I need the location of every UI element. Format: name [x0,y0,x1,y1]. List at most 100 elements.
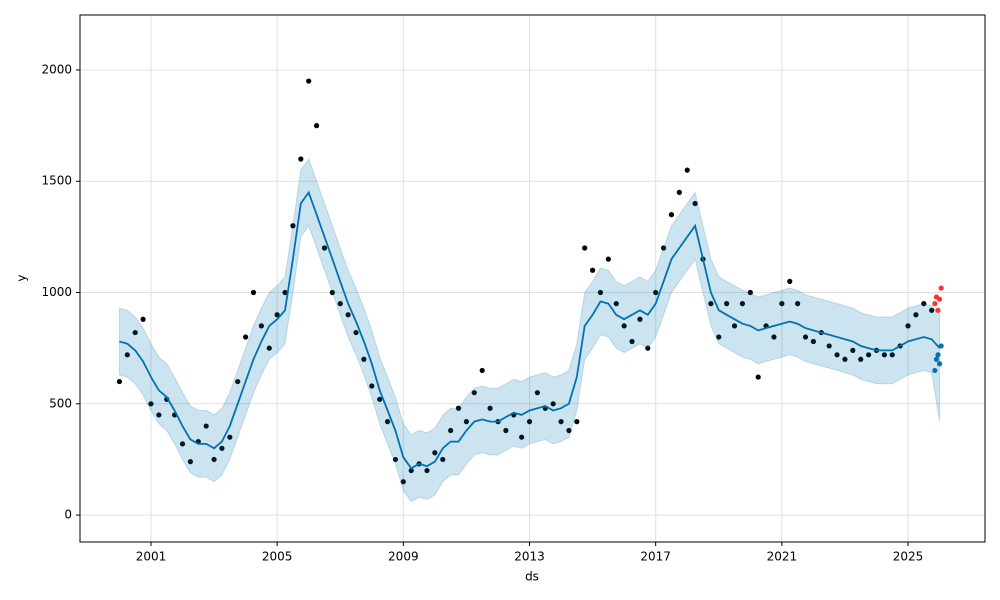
plot-frame [79,14,986,543]
uncertainty-band [118,157,941,503]
data-point [905,323,911,329]
data-point [842,356,848,362]
data-point [913,312,919,318]
data-point [116,378,123,385]
data-point [582,245,588,251]
data-point [629,338,635,345]
data-point [936,361,943,367]
x-tick-label: 2013 [514,550,545,564]
y-tick-label: 1000 [41,285,72,299]
data-point [432,450,438,456]
x-tick-label: 2021 [767,550,798,564]
data-point [810,338,817,345]
data-point [282,289,288,296]
x-tick-label: 2005 [262,550,293,564]
data-point [290,223,296,229]
x-tick-label: 2001 [136,550,167,564]
data-point [938,343,944,349]
y-tick-label: 500 [49,396,72,410]
data-point [132,329,138,336]
data-point [211,456,217,463]
data-point [921,301,927,307]
data-point [534,390,540,396]
data-point [779,301,785,307]
data-point [645,345,651,351]
data-point [298,156,304,162]
data-point [747,289,753,296]
data-point [566,427,572,434]
data-point [692,200,698,207]
y-tick-label: 2000 [41,62,72,76]
data-point [802,334,809,340]
y-tick-label: 1500 [41,174,72,188]
data-point [179,441,186,447]
data-point [605,256,611,262]
data-point [938,285,944,291]
data-point [621,323,627,329]
data-point [219,445,225,451]
data-point [574,419,580,425]
data-point [660,245,667,251]
data-point [684,167,690,173]
data-point [321,245,328,251]
data-point [526,419,533,425]
data-point [463,419,470,425]
data-point [889,352,895,358]
data-point [519,434,525,440]
data-point [771,334,777,340]
data-point [235,378,241,385]
data-point [377,396,383,402]
x-tick-label: 2009 [388,550,419,564]
data-point [550,401,556,407]
data-point [345,312,351,318]
data-point [755,374,761,380]
data-point [337,301,343,307]
data-point [424,467,430,474]
data-point [935,307,941,313]
data-point [589,267,596,273]
data-point [274,312,280,318]
data-point [479,367,485,374]
data-point [487,405,493,411]
data-point [716,334,722,340]
data-point [858,356,864,362]
data-point [637,316,643,322]
data-point [243,334,249,340]
x-axis-label: ds [525,570,539,584]
data-point [881,352,887,358]
grid-layer [80,15,985,542]
data-point [203,423,209,429]
y-axis-label: y [15,274,29,281]
data-point [392,456,399,463]
data-point [834,352,840,358]
data-point [724,301,730,307]
data-point [313,123,320,129]
data-point [140,316,146,322]
data-point [929,307,935,313]
data-point [258,323,264,329]
data-point [613,301,619,307]
data-point [866,352,872,358]
data-point [826,343,832,349]
data-point [597,289,604,296]
data-point [448,427,454,434]
data-point [471,390,477,396]
data-point [250,289,257,296]
data-point [384,419,391,425]
data-point [787,278,793,284]
data-point [795,301,801,307]
data-point [369,383,375,389]
data-point [503,427,509,434]
data-point [124,352,130,358]
axis-layer: 2001 2005 2009 2013 2017 2021 2025 0 500 1000 1500… [41,62,923,563]
data-point [932,367,938,374]
data-point [440,456,446,463]
data-point [361,356,367,362]
data-point [408,467,414,474]
data-point [933,356,940,362]
data-point [156,412,162,418]
data-point [739,301,746,307]
data-layer [116,78,944,503]
x-tick-label: 2025 [893,550,924,564]
